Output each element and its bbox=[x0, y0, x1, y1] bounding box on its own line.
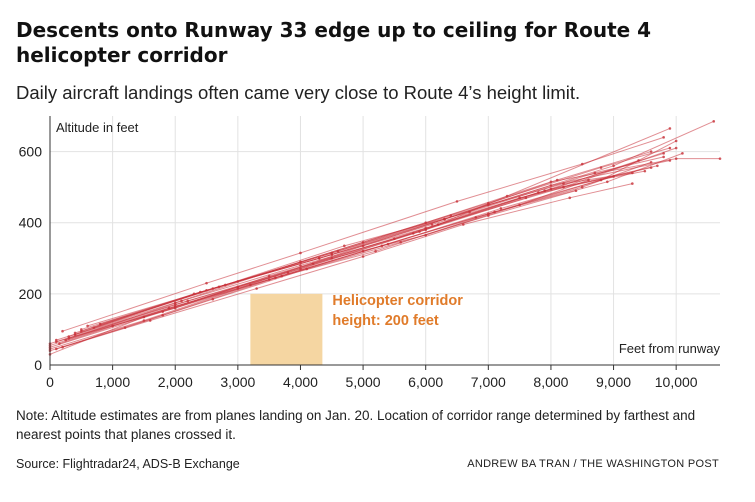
flight-track-point bbox=[643, 169, 647, 173]
x-tick-label: 3,000 bbox=[220, 374, 255, 390]
flight-track-point bbox=[142, 319, 146, 322]
flight-track-point bbox=[173, 303, 177, 306]
x-axis-label: Feet from runway bbox=[619, 341, 721, 356]
flight-track-point bbox=[631, 171, 634, 175]
flight-track-point bbox=[549, 184, 553, 187]
flight-track-point bbox=[361, 255, 365, 258]
y-axis-ticks: 0 200 400 600 bbox=[19, 144, 43, 373]
flight-track-point bbox=[217, 285, 221, 289]
chart-source: Source: Flightradar24, ADS-B Exchange bbox=[16, 457, 240, 471]
x-tick-label: 0 bbox=[46, 374, 54, 390]
flight-track-point bbox=[662, 155, 665, 159]
chart-subtitle: Daily aircraft landings often came very … bbox=[16, 82, 581, 103]
flight-track-line bbox=[93, 159, 671, 329]
flight-track-point bbox=[299, 251, 302, 255]
flight-track-point bbox=[668, 146, 672, 150]
x-tick-label: 8,000 bbox=[533, 374, 568, 390]
flight-track-point bbox=[605, 180, 609, 184]
corridor-label-line-2: height: 200 feet bbox=[332, 313, 439, 329]
x-tick-label: 9,000 bbox=[596, 374, 631, 390]
flight-track-point bbox=[649, 160, 653, 164]
flight-track-point bbox=[167, 306, 171, 310]
flight-track-point bbox=[499, 207, 503, 210]
flight-track-point bbox=[317, 256, 321, 260]
flight-tracks bbox=[48, 120, 722, 356]
x-tick-label: 10,000 bbox=[655, 374, 698, 390]
flight-track-point bbox=[64, 338, 67, 342]
x-tick-label: 6,000 bbox=[408, 374, 443, 390]
flight-track-point bbox=[92, 326, 96, 329]
flight-track-point bbox=[662, 152, 665, 155]
y-tick-label: 400 bbox=[19, 215, 43, 231]
flight-track-point bbox=[543, 189, 546, 192]
flight-track-point bbox=[330, 251, 334, 255]
flight-track-point bbox=[67, 335, 71, 338]
x-tick-label: 4,000 bbox=[283, 374, 318, 390]
flight-track-point bbox=[555, 178, 559, 182]
flight-track-point bbox=[599, 166, 603, 169]
flight-track-point bbox=[205, 281, 208, 285]
flight-track-point bbox=[718, 157, 722, 160]
flight-track-point bbox=[524, 196, 528, 200]
flight-track-point bbox=[255, 287, 258, 290]
flight-track-point bbox=[61, 329, 64, 333]
flight-track-point bbox=[599, 178, 603, 182]
flight-track-point bbox=[73, 331, 77, 335]
flight-track-point bbox=[455, 200, 459, 203]
chart-credit: ANDREW BA TRAN / THE WASHINGTON POST bbox=[467, 458, 719, 470]
flight-track-point bbox=[487, 214, 490, 217]
flight-track-point bbox=[712, 120, 716, 123]
flight-track-point bbox=[681, 152, 684, 155]
flight-track-point bbox=[668, 159, 672, 162]
flight-track-point bbox=[418, 230, 421, 233]
flight-track-point bbox=[656, 164, 659, 168]
y-axis-label: Altitude in feet bbox=[56, 120, 139, 135]
flight-track-point bbox=[612, 164, 615, 168]
y-tick-label: 0 bbox=[34, 357, 42, 373]
flight-track-point bbox=[299, 264, 302, 267]
flight-track-point bbox=[399, 240, 402, 244]
flight-track-point bbox=[58, 342, 61, 345]
flight-track-point bbox=[267, 278, 271, 281]
flight-track-point bbox=[54, 340, 58, 344]
x-tick-label: 7,000 bbox=[471, 374, 506, 390]
flight-track-point bbox=[649, 150, 653, 153]
flight-track-point bbox=[86, 324, 89, 328]
flight-track-point bbox=[580, 185, 584, 189]
flight-track-point bbox=[574, 189, 578, 192]
flight-track-point bbox=[342, 244, 346, 248]
flight-track-point bbox=[593, 171, 597, 175]
x-tick-label: 2,000 bbox=[158, 374, 193, 390]
flight-track-point bbox=[123, 326, 127, 329]
flight-track-point bbox=[211, 297, 215, 301]
x-tick-label: 5,000 bbox=[346, 374, 381, 390]
flight-track-point bbox=[674, 157, 678, 160]
helicopter-corridor-band bbox=[250, 293, 323, 365]
flight-track-point bbox=[662, 136, 665, 139]
flight-track-point bbox=[487, 212, 490, 216]
corridor-label-line-1: Helicopter corridor bbox=[332, 293, 463, 309]
flight-track-point bbox=[674, 139, 678, 143]
flight-track-point bbox=[449, 214, 453, 217]
flight-track-line bbox=[74, 152, 664, 334]
chart: 0 1,000 2,000 3,000 4,000 5,000 6,000 7,000 8,00… bbox=[19, 116, 722, 390]
flight-track-point bbox=[674, 146, 678, 150]
flight-track-point bbox=[380, 244, 384, 248]
chart-title: Descents onto Runway 33 edge up to ceili… bbox=[16, 18, 652, 67]
flight-track-point bbox=[568, 196, 572, 200]
x-axis-ticks: 0 1,000 2,000 3,000 4,000 5,000 6,000 7,000 8,00… bbox=[46, 365, 698, 390]
flight-track-point bbox=[430, 223, 434, 226]
flight-track-point bbox=[180, 299, 183, 303]
flight-track-point bbox=[668, 127, 672, 130]
y-tick-label: 200 bbox=[19, 286, 43, 302]
flight-track-point bbox=[54, 338, 58, 342]
flight-track-point bbox=[161, 310, 165, 313]
chart-note: Note: Altitude estimates are from planes… bbox=[16, 408, 696, 442]
y-tick-label: 600 bbox=[19, 144, 43, 160]
flight-track-point bbox=[631, 182, 634, 185]
flight-track-point bbox=[443, 217, 446, 221]
x-tick-label: 1,000 bbox=[95, 374, 130, 390]
flight-track-point bbox=[80, 328, 83, 331]
flight-track-point bbox=[487, 201, 490, 205]
